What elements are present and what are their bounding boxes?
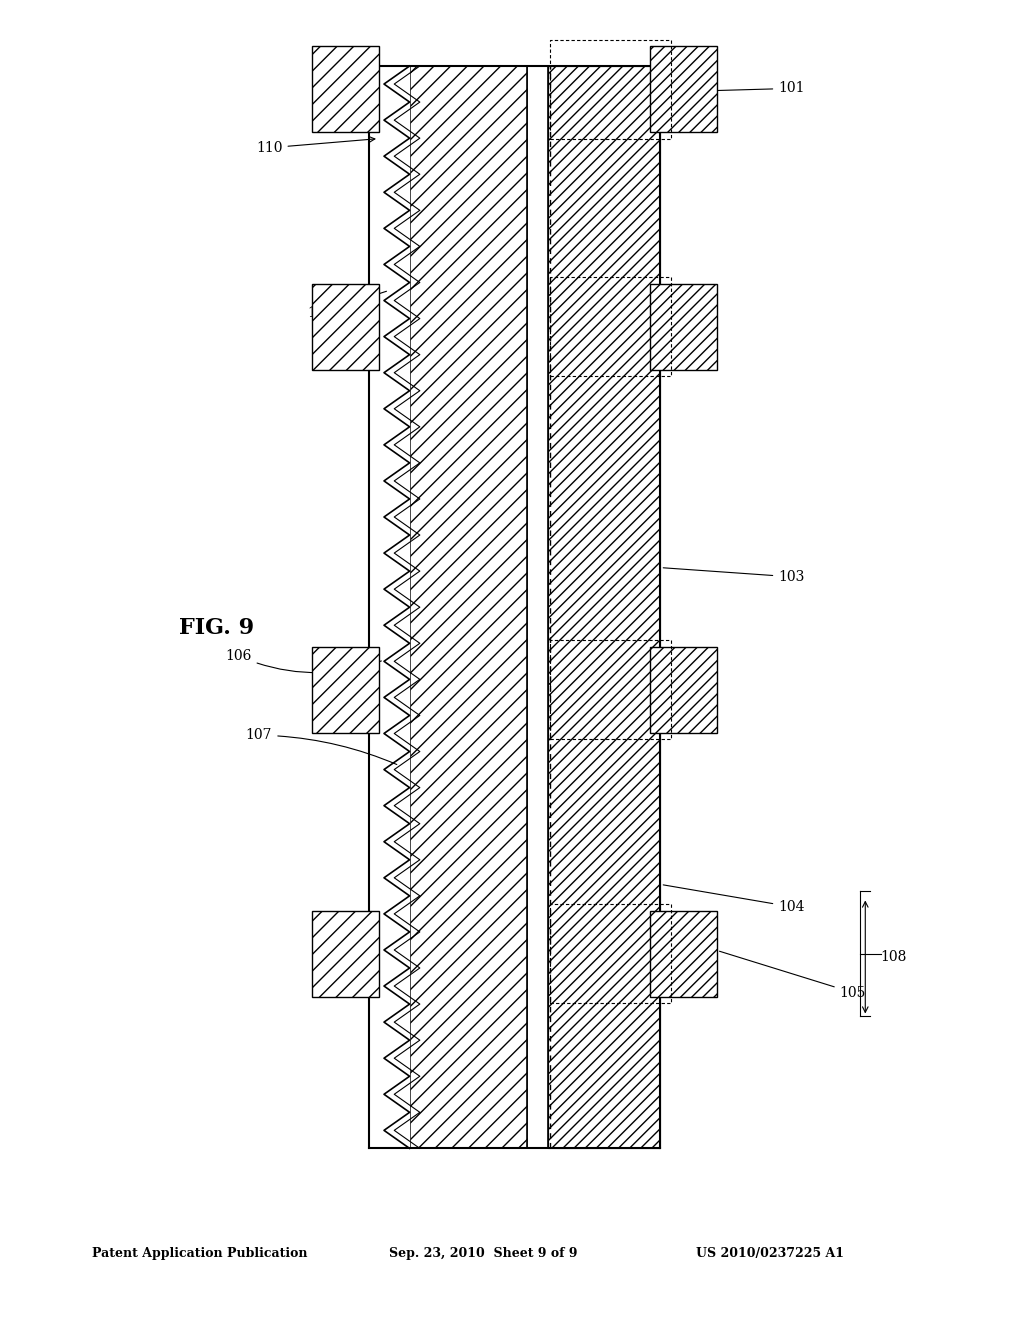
Text: 103: 103 [664, 568, 805, 583]
Bar [650, 46, 717, 132]
Text: 106: 106 [225, 649, 381, 673]
Text: 104: 104 [664, 884, 805, 913]
Bar [410, 66, 527, 1148]
Bar [548, 66, 660, 1148]
Text: FIG. 9: FIG. 9 [179, 616, 254, 639]
Bar [369, 66, 527, 1148]
Text: 107: 107 [246, 729, 397, 764]
Text: 101: 101 [653, 82, 805, 95]
Text: US 2010/0237225 A1: US 2010/0237225 A1 [696, 1246, 845, 1259]
Bar [650, 284, 717, 370]
Bar [312, 284, 379, 370]
Bar [650, 911, 717, 997]
Bar [312, 647, 379, 733]
Text: 110: 110 [256, 137, 375, 154]
Text: 108: 108 [881, 950, 907, 964]
Text: Sep. 23, 2010  Sheet 9 of 9: Sep. 23, 2010 Sheet 9 of 9 [389, 1246, 578, 1259]
Bar [650, 647, 717, 733]
Bar [312, 46, 379, 132]
Text: Patent Application Publication: Patent Application Publication [92, 1246, 307, 1259]
Text: 102: 102 [307, 292, 386, 319]
Text: 105: 105 [720, 952, 866, 999]
Bar [312, 911, 379, 997]
